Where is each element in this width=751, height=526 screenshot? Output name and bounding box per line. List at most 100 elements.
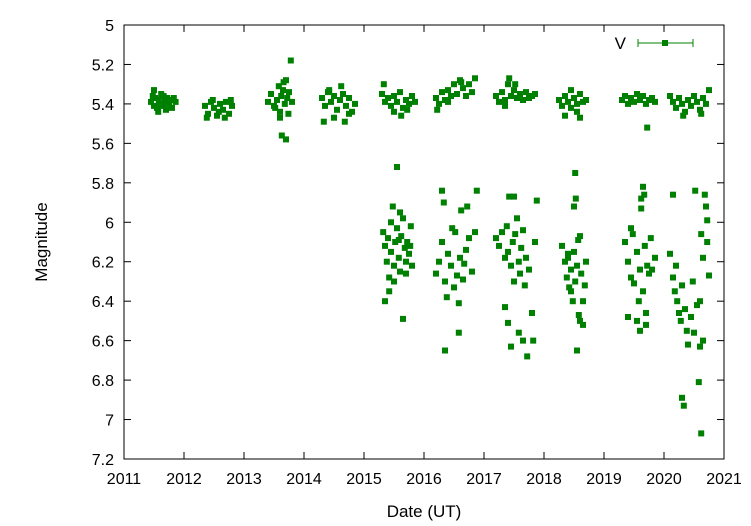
y-tick-label: 5 — [105, 18, 114, 35]
data-point — [155, 97, 162, 103]
x-axis-title: Date (UT) — [387, 502, 462, 521]
data-point — [679, 100, 685, 107]
data-point — [217, 100, 223, 107]
data-point — [640, 93, 646, 99]
data-point — [637, 97, 643, 103]
data-point — [580, 298, 586, 305]
data-point — [703, 100, 709, 107]
data-point — [148, 98, 154, 105]
data-point — [577, 317, 583, 324]
data-point — [571, 248, 577, 255]
data-point — [562, 258, 568, 265]
data-point — [221, 114, 228, 121]
data-point — [700, 337, 706, 344]
data-point — [382, 298, 388, 305]
data-point — [380, 229, 387, 236]
data-point — [439, 239, 445, 245]
x-tick-label: 2021 — [706, 471, 742, 488]
data-point — [337, 97, 343, 103]
data-point — [583, 258, 589, 265]
data-point — [704, 239, 711, 245]
data-point — [445, 87, 451, 94]
data-point — [568, 288, 574, 295]
data-point — [460, 276, 466, 283]
data-point — [565, 254, 571, 261]
data-point — [433, 270, 439, 277]
data-point — [277, 114, 283, 121]
data-point — [397, 89, 403, 96]
data-point — [625, 314, 631, 320]
data-point — [677, 317, 684, 324]
data-point — [667, 93, 673, 99]
data-point — [209, 97, 216, 103]
data-point — [285, 110, 292, 117]
data-point — [392, 239, 399, 245]
data-point — [457, 254, 463, 261]
data-point — [407, 242, 414, 249]
data-point — [442, 347, 448, 354]
data-point — [466, 81, 472, 88]
data-point — [172, 98, 179, 105]
data-point — [154, 104, 160, 111]
data-point — [622, 93, 628, 99]
data-point — [464, 203, 471, 210]
data-point — [386, 274, 393, 281]
x-tick-label: 2019 — [586, 471, 622, 488]
data-point — [227, 97, 234, 103]
data-point — [338, 83, 345, 90]
data-point — [682, 108, 688, 115]
data-point — [461, 260, 468, 267]
data-point — [506, 75, 513, 82]
data-point — [448, 93, 454, 99]
data-point — [328, 98, 334, 105]
data-point — [628, 225, 634, 232]
y-axis-ticks: 5 5.2 5.4 5.6 5.8 6 6.2 6.4 6.6 6.8 7 7.2 — [92, 18, 724, 469]
data-point — [571, 203, 577, 210]
data-point — [640, 183, 646, 190]
data-point — [163, 106, 169, 113]
data-point — [499, 229, 505, 236]
data-point — [463, 246, 469, 253]
data-point — [637, 266, 643, 273]
data-point — [400, 104, 406, 111]
data-point — [433, 95, 439, 101]
data-point — [451, 284, 457, 291]
data-point — [688, 314, 694, 320]
data-point — [466, 235, 472, 242]
data-point — [284, 95, 291, 101]
data-point — [638, 205, 645, 212]
data-point — [385, 95, 391, 101]
data-point — [454, 272, 460, 279]
data-point — [407, 223, 414, 230]
y-tick-label: 6.6 — [92, 334, 114, 351]
data-point — [679, 282, 685, 289]
data-point — [575, 312, 582, 318]
data-point — [670, 191, 676, 198]
data-point — [502, 97, 508, 103]
data-point — [622, 239, 628, 245]
data-point — [512, 231, 519, 238]
data-point — [452, 229, 459, 236]
data-point — [496, 98, 502, 105]
data-point — [388, 102, 394, 109]
data-point — [682, 306, 688, 313]
data-point — [646, 270, 652, 277]
data-point — [226, 110, 232, 117]
data-point — [676, 310, 682, 316]
y-tick-label: 5.2 — [92, 57, 114, 74]
data-point — [454, 91, 460, 97]
data-point — [278, 93, 285, 99]
y-tick-label: 6.8 — [92, 373, 114, 390]
data-point — [343, 102, 349, 109]
data-point — [667, 250, 673, 257]
data-point — [403, 270, 409, 277]
data-point — [346, 95, 352, 101]
legend-label: V — [615, 34, 627, 53]
data-point — [524, 353, 531, 360]
data-point — [331, 93, 337, 99]
data-point — [512, 81, 519, 88]
data-point — [445, 98, 451, 105]
data-point — [215, 108, 222, 115]
data-point — [572, 195, 579, 202]
data-point — [469, 268, 475, 275]
